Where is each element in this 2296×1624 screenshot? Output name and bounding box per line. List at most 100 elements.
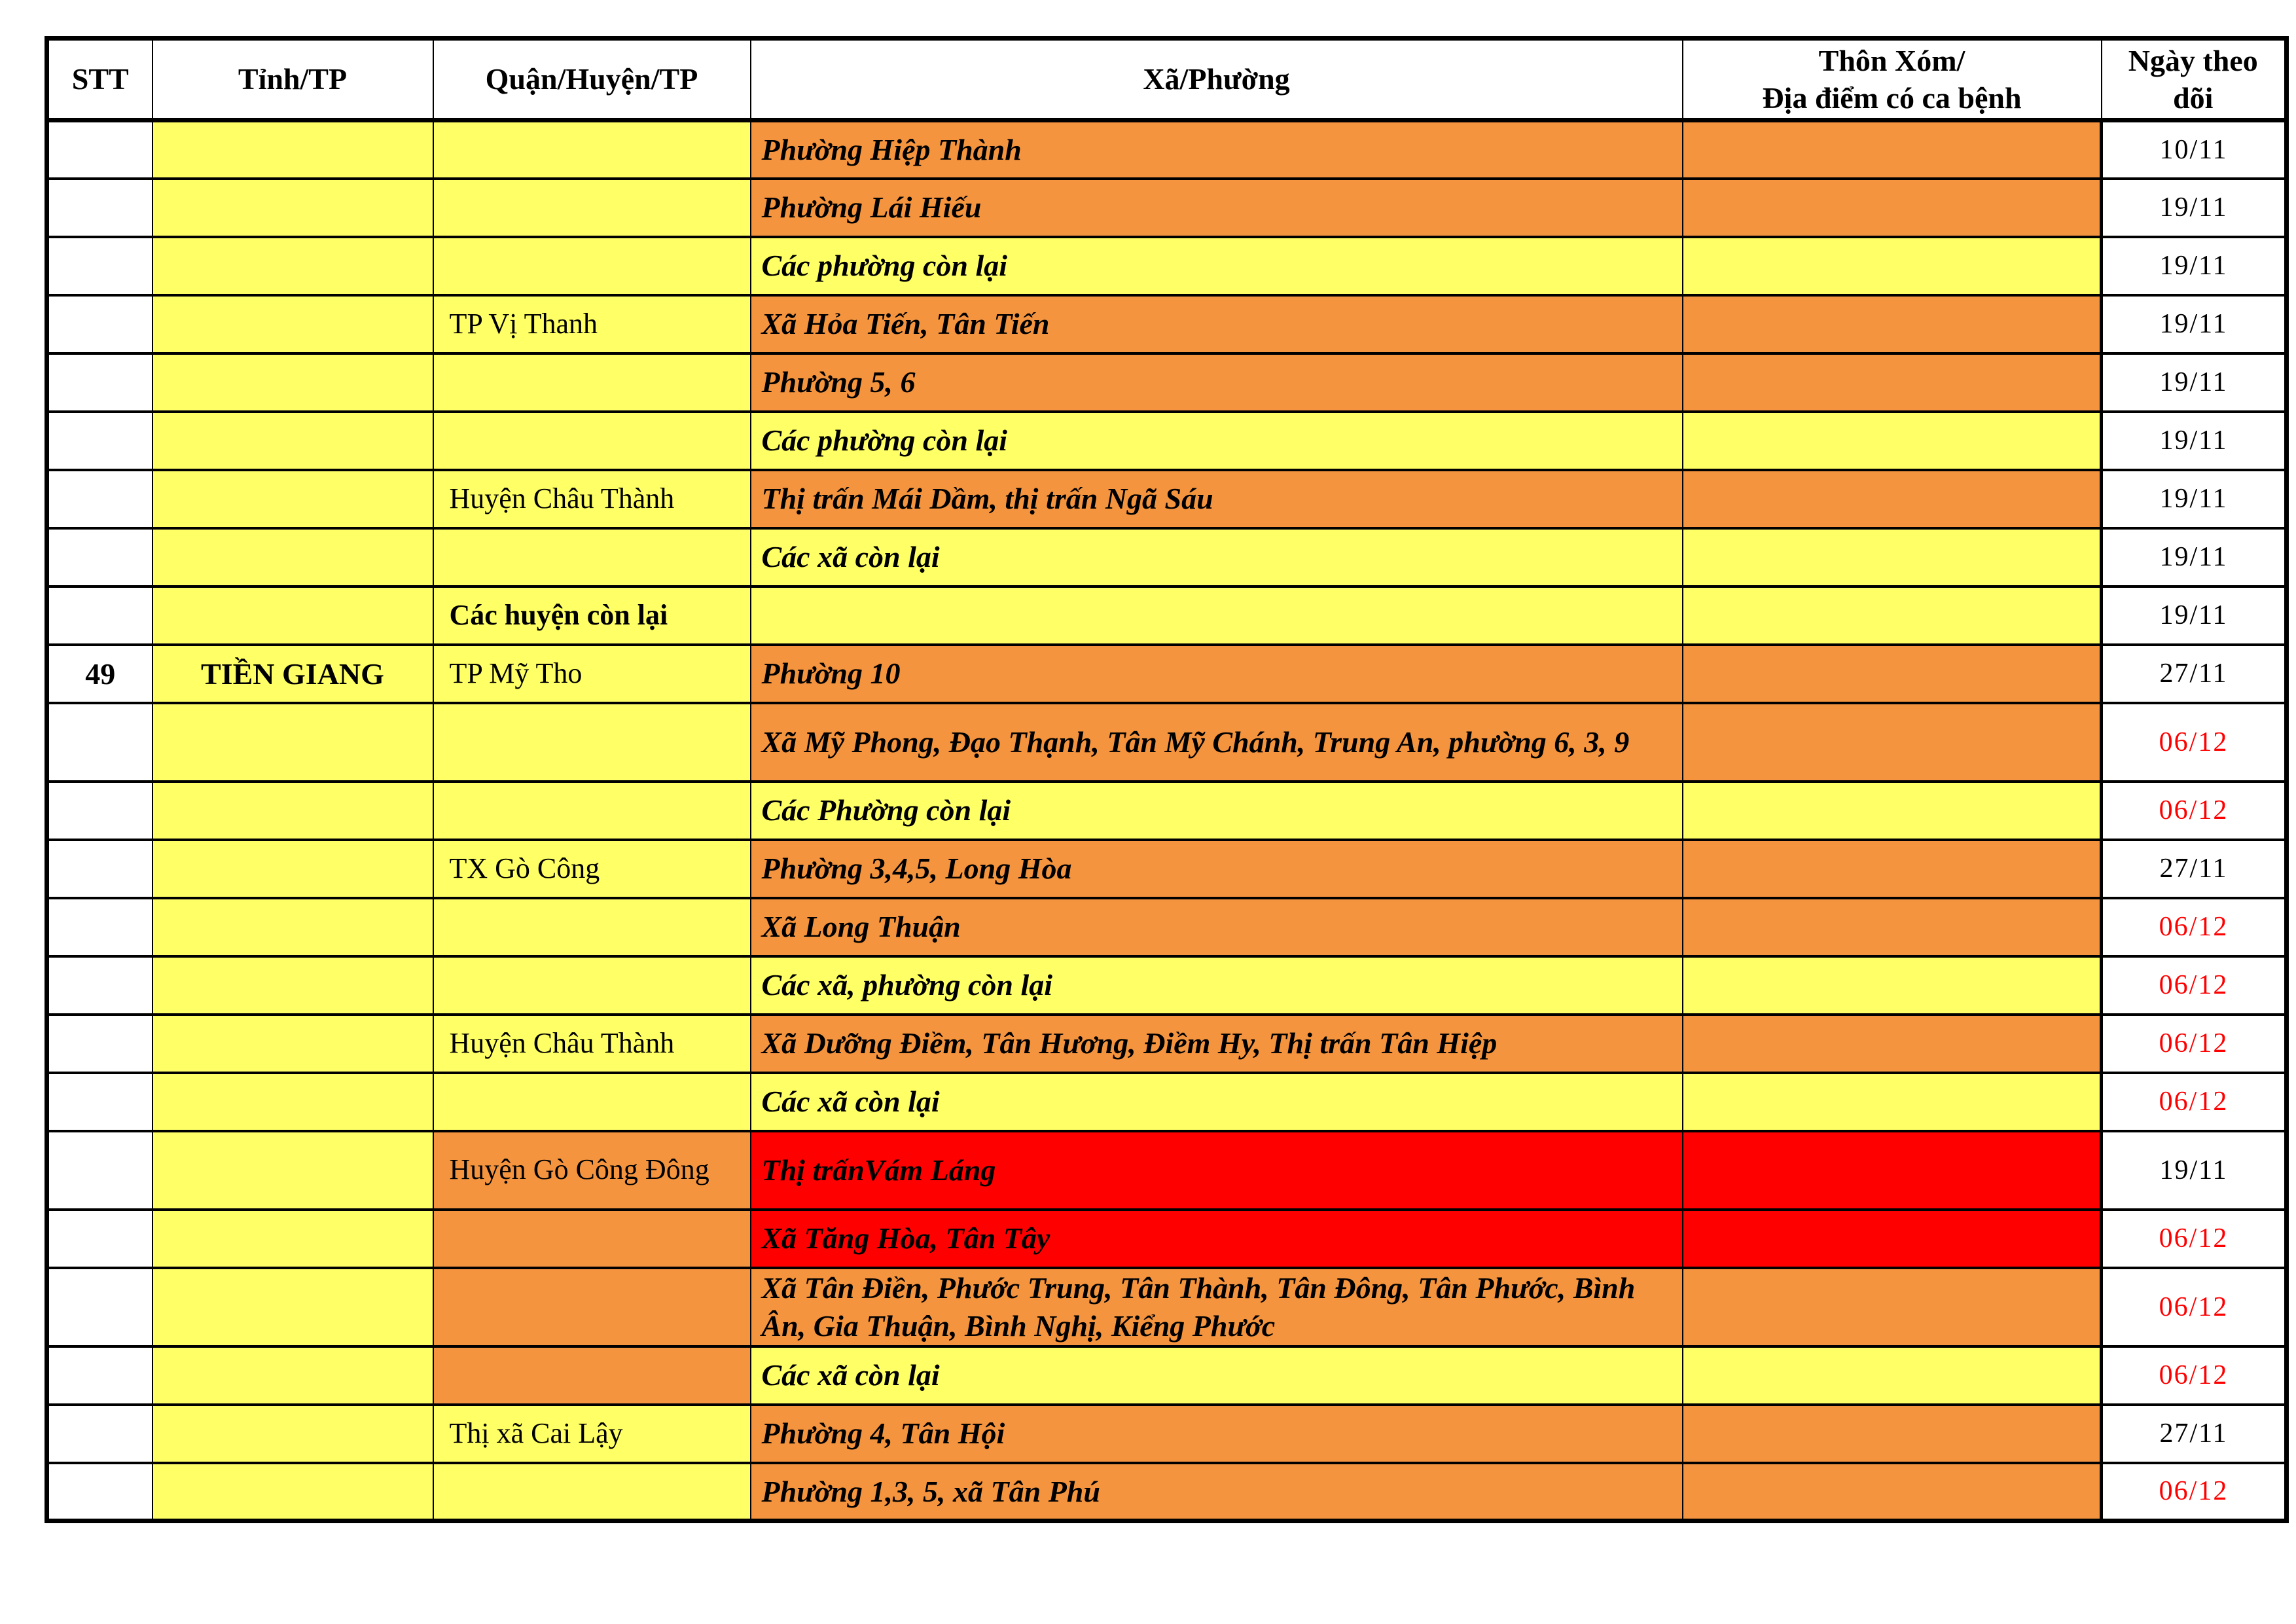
cell-xa: Thị trấnVám Láng: [749, 1129, 1683, 1211]
cell-stt: [46, 1129, 153, 1211]
cell-xa: Xã Dưỡng Điềm, Tân Hương, Điềm Hy, Thị t…: [749, 1013, 1683, 1074]
cell-stt: [46, 1344, 153, 1406]
cell-xa: Xã Mỹ Phong, Đạo Thạnh, Tân Mỹ Chánh, Tr…: [749, 701, 1683, 783]
cell-stt: [46, 780, 153, 841]
table-row: Phường Hiệp Thành 10/11: [46, 118, 2287, 180]
cell-quan: TP Mỹ Tho: [432, 643, 751, 704]
cell-xa: Xã Tăng Hòa, Tân Tây: [749, 1208, 1683, 1269]
cell-stt: [46, 352, 153, 413]
cell-thon: [1681, 896, 2102, 958]
cell-tinh: [151, 896, 434, 958]
table-header: STT Tỉnh/TP Quận/Huyện/TP Xã/Phường Thôn…: [46, 37, 2287, 122]
cell-tinh: [151, 118, 434, 180]
cell-quan: [432, 526, 751, 588]
cell-ngay: 19/11: [2100, 293, 2287, 355]
table-row: Các huyện còn lại 19/11: [46, 585, 2287, 646]
cell-xa: Xã Tân Điền, Phước Trung, Tân Thành, Tân…: [749, 1266, 1683, 1348]
table-row: Xã Tân Điền, Phước Trung, Tân Thành, Tân…: [46, 1266, 2287, 1348]
cell-xa: [749, 585, 1683, 646]
cell-thon: [1681, 585, 2102, 646]
cell-tinh: [151, 1403, 434, 1464]
cell-ngay: 06/12: [2100, 1461, 2287, 1523]
cell-quan: Các huyện còn lại: [432, 585, 751, 646]
cell-stt: [46, 1403, 153, 1464]
cell-quan: Huyện Gò Công Đông: [432, 1129, 751, 1211]
table-row: Các xã còn lại 06/12: [46, 1344, 2287, 1406]
cell-thon: [1681, 177, 2102, 238]
cell-ngay: 19/11: [2100, 177, 2287, 238]
header-tinh-tp: Tỉnh/TP: [151, 37, 434, 122]
header-thon-xom: Thôn Xóm/ Địa điểm có ca bệnh: [1681, 37, 2102, 122]
cell-tinh: [151, 1071, 434, 1132]
cell-ngay: 06/12: [2100, 1013, 2287, 1074]
cell-xa: Phường 10: [749, 643, 1683, 704]
cell-quan: [432, 896, 751, 958]
cell-tinh: [151, 177, 434, 238]
cell-xa: Thị trấn Mái Dầm, thị trấn Ngã Sáu: [749, 468, 1683, 530]
cell-thon: [1681, 643, 2102, 704]
table-row: Các Phường còn lại 06/12: [46, 780, 2287, 841]
table-row: Huyện Gò Công Đông Thị trấnVám Láng 19/11: [46, 1129, 2287, 1211]
cell-quan: [432, 118, 751, 180]
cell-quan: Huyện Châu Thành: [432, 1013, 751, 1074]
cell-stt: [46, 177, 153, 238]
cell-thon: [1681, 701, 2102, 783]
cell-tinh: [151, 1461, 434, 1523]
cell-ngay: 27/11: [2100, 1403, 2287, 1464]
cell-quan: [432, 1208, 751, 1269]
cell-quan: [432, 235, 751, 297]
table-row: Phường 1,3, 5, xã Tân Phú 06/12: [46, 1461, 2287, 1523]
cell-ngay: 19/11: [2100, 235, 2287, 297]
cell-thon: [1681, 1013, 2102, 1074]
table-row: Thị xã Cai Lậy Phường 4, Tân Hội 27/11: [46, 1403, 2287, 1464]
cell-tinh: [151, 780, 434, 841]
cell-ngay: 19/11: [2100, 352, 2287, 413]
cell-xa: Các Phường còn lại: [749, 780, 1683, 841]
cell-tinh: [151, 1129, 434, 1211]
cell-thon: [1681, 838, 2102, 899]
cell-xa: Các xã còn lại: [749, 1344, 1683, 1406]
cell-tinh: [151, 838, 434, 899]
cell-thon: [1681, 352, 2102, 413]
cell-stt: [46, 954, 153, 1016]
cell-stt: [46, 1461, 153, 1523]
cell-quan: TP Vị Thanh: [432, 293, 751, 355]
cell-stt: [46, 526, 153, 588]
cell-tinh: [151, 701, 434, 783]
cell-ngay: 19/11: [2100, 468, 2287, 530]
cell-ngay: 06/12: [2100, 1344, 2287, 1406]
table-row: Xã Tăng Hòa, Tân Tây 06/12: [46, 1208, 2287, 1269]
cell-quan: TX Gò Công: [432, 838, 751, 899]
cell-xa: Phường 4, Tân Hội: [749, 1403, 1683, 1464]
cell-tinh: [151, 352, 434, 413]
cell-stt: 49: [46, 643, 153, 704]
cell-xa: Các phường còn lại: [749, 235, 1683, 297]
cell-tinh: [151, 1013, 434, 1074]
cell-tinh: [151, 235, 434, 297]
cell-stt: [46, 896, 153, 958]
cell-thon: [1681, 1403, 2102, 1464]
cell-xa: Phường Lái Hiếu: [749, 177, 1683, 238]
header-ngay-theo-doi: Ngày theo dõi: [2100, 37, 2287, 122]
cell-stt: [46, 701, 153, 783]
cell-stt: [46, 1013, 153, 1074]
cell-ngay: 27/11: [2100, 643, 2287, 704]
cell-ngay: 27/11: [2100, 838, 2287, 899]
cell-thon: [1681, 1129, 2102, 1211]
cell-stt: [46, 838, 153, 899]
cell-xa: Phường 1,3, 5, xã Tân Phú: [749, 1461, 1683, 1523]
table-body: Phường Hiệp Thành 10/11 Phường Lái Hiếu 19/…: [46, 118, 2287, 1523]
cell-thon: [1681, 1344, 2102, 1406]
cell-tinh: [151, 1344, 434, 1406]
cell-tinh: [151, 1208, 434, 1269]
cell-stt: [46, 118, 153, 180]
cell-ngay: 06/12: [2100, 954, 2287, 1016]
table-row: Các xã, phường còn lại 06/12: [46, 954, 2287, 1016]
table-row: TP Vị Thanh Xã Hỏa Tiến, Tân Tiến 19/11: [46, 293, 2287, 355]
table-row: Phường Lái Hiếu 19/11: [46, 177, 2287, 238]
cell-stt: [46, 468, 153, 530]
table-row: Xã Mỹ Phong, Đạo Thạnh, Tân Mỹ Chánh, Tr…: [46, 701, 2287, 783]
cell-stt: [46, 293, 153, 355]
cell-stt: [46, 585, 153, 646]
cell-thon: [1681, 293, 2102, 355]
